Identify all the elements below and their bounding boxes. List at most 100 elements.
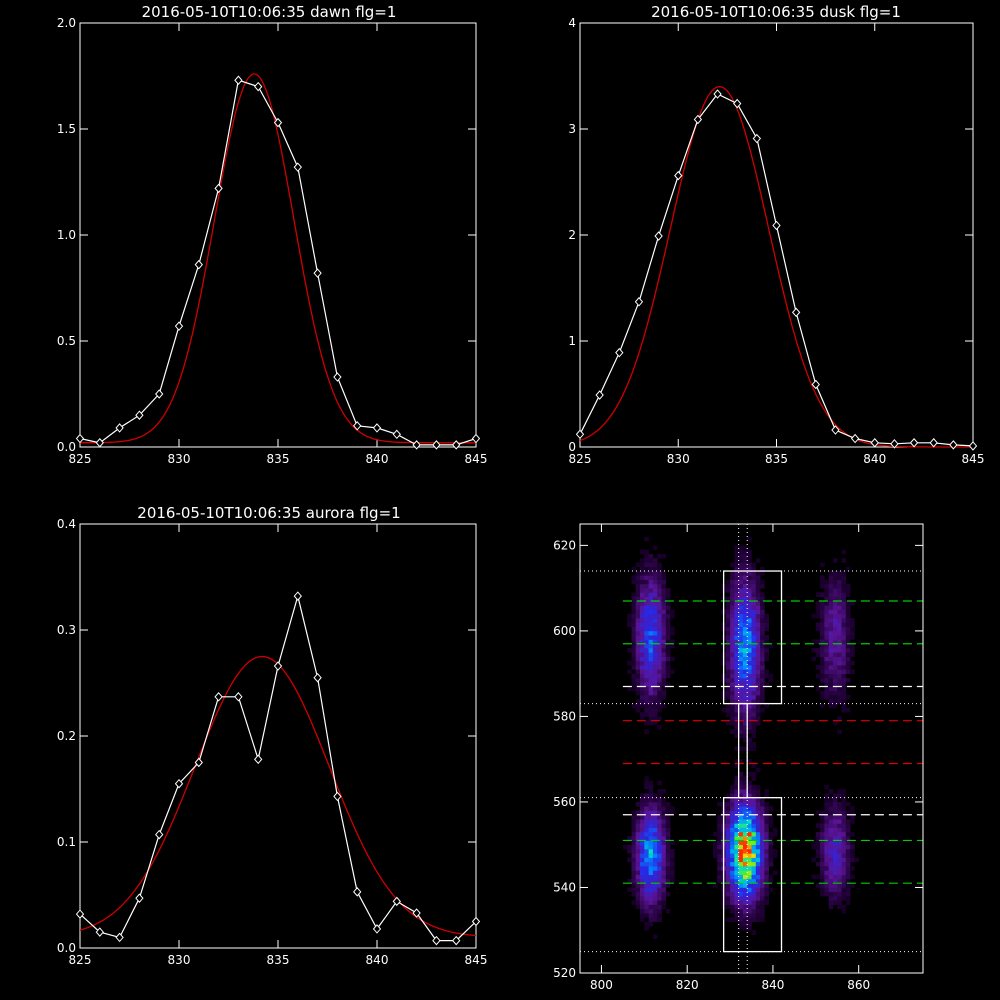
heatmap-cell <box>640 669 645 674</box>
heatmap-cell <box>751 635 757 640</box>
heatmap-cell <box>764 836 769 841</box>
heatmap-cell <box>652 844 658 850</box>
heatmap-cell <box>635 690 641 696</box>
heatmap-cell <box>820 622 825 627</box>
heatmap-cell <box>742 733 748 739</box>
heatmap-cell <box>631 819 637 824</box>
heatmap-cell <box>725 622 731 627</box>
heatmap-cell <box>742 836 748 841</box>
heatmap-cell <box>665 827 671 833</box>
heatmap-cell <box>657 703 662 709</box>
heatmap-cell <box>730 605 735 610</box>
heatmap-cell <box>661 810 667 816</box>
heatmap-cell <box>640 592 645 597</box>
heatmap-cell <box>833 870 838 875</box>
heatmap-cell <box>635 699 641 704</box>
heatmap-cell <box>635 592 641 597</box>
heatmap-cell <box>833 613 838 619</box>
heatmap-cell <box>742 831 748 837</box>
heatmap-cell <box>665 639 671 645</box>
heatmap-cell <box>742 844 748 850</box>
heatmap-cell <box>635 844 641 850</box>
heatmap-cell <box>725 613 731 619</box>
heatmap-cell <box>644 601 649 606</box>
heatmap-cell <box>657 562 662 568</box>
heatmap-cell <box>845 648 851 653</box>
heatmap-cell <box>841 883 847 888</box>
spectrogram-ytick-label: 600 <box>553 624 576 638</box>
heatmap-cell <box>640 836 645 841</box>
heatmap-cell <box>652 613 658 619</box>
heatmap-cell <box>734 763 739 769</box>
heatmap-cell <box>837 831 842 837</box>
heatmap-cell <box>841 626 847 632</box>
heatmap-cell <box>841 703 847 709</box>
heatmap-cell <box>734 622 739 627</box>
heatmap-cell <box>652 562 658 568</box>
heatmap-cell <box>725 896 731 901</box>
heatmap-cell <box>747 622 752 627</box>
heatmap-cell <box>828 891 834 897</box>
heatmap-cell <box>640 806 645 811</box>
heatmap-cell <box>755 866 761 871</box>
heatmap-cell <box>644 720 649 726</box>
heatmap-cell <box>644 836 649 841</box>
heatmap-cell <box>828 677 834 683</box>
heatmap-cell <box>730 819 735 824</box>
spectrogram-ytick-label: 540 <box>553 880 576 894</box>
heatmap-cell <box>648 712 654 717</box>
heatmap-cell <box>648 635 654 640</box>
heatmap-cell <box>850 874 855 880</box>
heatmap-cell <box>725 720 731 726</box>
heatmap-cell <box>644 669 649 674</box>
heatmap-cell <box>747 874 752 880</box>
heatmap-cell <box>725 626 731 632</box>
heatmap-cell <box>640 575 645 580</box>
dawn-data-point <box>452 440 461 450</box>
heatmap-cell <box>717 844 722 850</box>
heatmap-cell <box>631 686 637 692</box>
heatmap-cell <box>837 613 842 619</box>
heatmap-cell <box>747 605 752 610</box>
heatmap-cell <box>657 836 662 841</box>
heatmap-cell <box>833 896 838 901</box>
heatmap-cell <box>824 643 829 649</box>
heatmap-cell <box>760 695 765 700</box>
heatmap-cell <box>820 677 825 683</box>
heatmap-cell <box>627 622 632 627</box>
heatmap-cell <box>742 656 748 662</box>
heatmap-cell <box>764 810 769 816</box>
heatmap-cell <box>725 682 731 687</box>
heatmap-cell <box>734 562 739 568</box>
heatmap-cell <box>631 810 637 816</box>
heatmap-cell <box>837 588 842 593</box>
heatmap-cell <box>742 588 748 593</box>
heatmap-cell <box>635 665 641 670</box>
heatmap-cell <box>734 896 739 901</box>
heatmap-cell <box>755 870 761 875</box>
heatmap-cell <box>747 635 752 640</box>
aurora-data-point <box>293 591 302 601</box>
heatmap-cell <box>755 652 761 657</box>
heatmap-cell <box>622 844 628 850</box>
heatmap-cell <box>730 622 735 627</box>
heatmap-cell <box>738 695 744 700</box>
heatmap-cell <box>764 802 769 807</box>
heatmap-cell <box>644 887 649 893</box>
dawn-data-point <box>95 438 104 448</box>
heatmap-cell <box>627 844 632 850</box>
heatmap-cell <box>820 695 825 700</box>
heatmap-cell <box>644 558 649 563</box>
heatmap-cell <box>824 592 829 597</box>
heatmap-cell <box>738 652 744 657</box>
heatmap-cell <box>828 870 834 875</box>
heatmap-cell <box>811 857 817 863</box>
heatmap-cell <box>627 648 632 653</box>
heatmap-cell <box>755 575 761 580</box>
heatmap-cell <box>730 699 735 704</box>
heatmap-cell <box>828 596 834 602</box>
heatmap-cell <box>820 840 825 845</box>
heatmap-cell <box>665 823 671 828</box>
heatmap-cell <box>833 814 838 820</box>
heatmap-cell <box>652 588 658 593</box>
